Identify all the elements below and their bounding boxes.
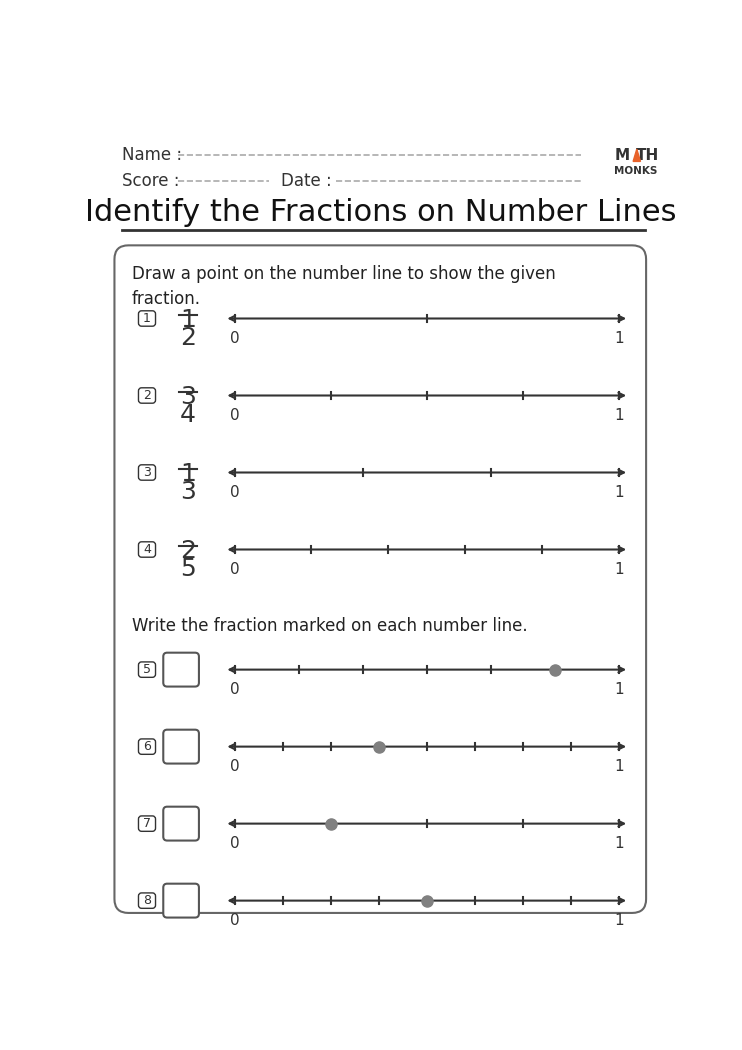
- Text: 1: 1: [614, 759, 624, 774]
- Text: 1: 1: [614, 562, 624, 578]
- Text: 1: 1: [180, 308, 196, 332]
- Text: 4: 4: [143, 543, 151, 556]
- Text: Draw a point on the number line to show the given
fraction.: Draw a point on the number line to show …: [131, 265, 555, 308]
- Text: 3: 3: [180, 384, 196, 408]
- FancyBboxPatch shape: [139, 892, 156, 908]
- Text: 2: 2: [180, 539, 196, 563]
- Text: 1: 1: [614, 485, 624, 500]
- Text: Score :: Score :: [122, 172, 180, 190]
- Text: Write the fraction marked on each number line.: Write the fraction marked on each number…: [131, 617, 527, 635]
- Text: 3: 3: [143, 466, 151, 479]
- Text: 6: 6: [143, 740, 151, 753]
- Text: 2: 2: [180, 327, 196, 351]
- Text: 0: 0: [230, 682, 240, 697]
- Text: 0: 0: [230, 837, 240, 852]
- Text: Date :: Date :: [281, 172, 332, 190]
- Text: 1: 1: [614, 331, 624, 346]
- Text: Identify the Fractions on Number Lines: Identify the Fractions on Number Lines: [85, 197, 676, 227]
- Text: 7: 7: [143, 817, 151, 831]
- Text: 8: 8: [143, 895, 151, 907]
- Text: 1: 1: [614, 837, 624, 852]
- Text: TH: TH: [636, 148, 660, 163]
- Text: MONKS: MONKS: [614, 166, 657, 175]
- Text: 0: 0: [230, 331, 240, 346]
- Text: 1: 1: [614, 682, 624, 697]
- Text: 0: 0: [230, 914, 240, 928]
- FancyBboxPatch shape: [139, 739, 156, 754]
- FancyBboxPatch shape: [139, 662, 156, 677]
- Polygon shape: [633, 149, 640, 162]
- Text: 1: 1: [180, 462, 196, 486]
- Text: 1: 1: [614, 408, 624, 423]
- FancyBboxPatch shape: [163, 730, 199, 763]
- Text: 1: 1: [614, 914, 624, 928]
- Text: 5: 5: [180, 558, 196, 582]
- FancyBboxPatch shape: [139, 465, 156, 480]
- Text: 0: 0: [230, 562, 240, 578]
- FancyBboxPatch shape: [163, 653, 199, 687]
- FancyBboxPatch shape: [114, 246, 646, 912]
- FancyBboxPatch shape: [163, 884, 199, 918]
- Text: 3: 3: [180, 480, 196, 504]
- FancyBboxPatch shape: [139, 816, 156, 832]
- FancyBboxPatch shape: [139, 387, 156, 403]
- Text: 2: 2: [143, 388, 151, 402]
- Text: 0: 0: [230, 408, 240, 423]
- FancyBboxPatch shape: [139, 542, 156, 558]
- Text: 1: 1: [143, 312, 151, 326]
- Text: 4: 4: [180, 403, 196, 427]
- Text: 0: 0: [230, 759, 240, 774]
- Text: 5: 5: [143, 664, 151, 676]
- Text: Name :: Name :: [122, 146, 183, 164]
- Text: 0: 0: [230, 485, 240, 500]
- FancyBboxPatch shape: [163, 806, 199, 841]
- Text: M: M: [614, 148, 630, 163]
- FancyBboxPatch shape: [139, 311, 156, 327]
